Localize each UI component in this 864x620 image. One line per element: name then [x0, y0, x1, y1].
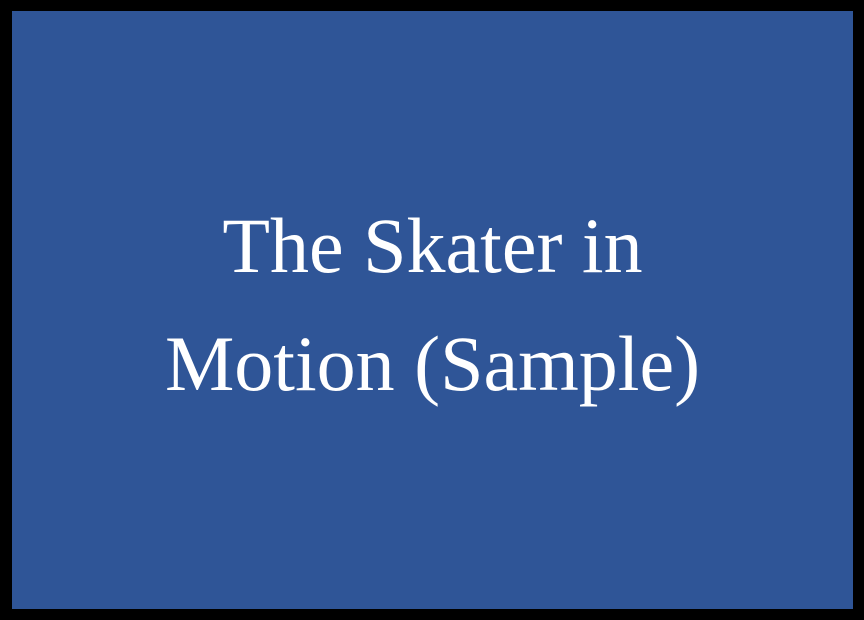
slide-title-line-1: The Skater in: [222, 202, 643, 289]
title-slide: The Skater in Motion (Sample): [12, 11, 853, 609]
slide-title-line-2: Motion (Sample): [164, 320, 701, 407]
slide-title: The Skater in Motion (Sample): [83, 187, 783, 433]
